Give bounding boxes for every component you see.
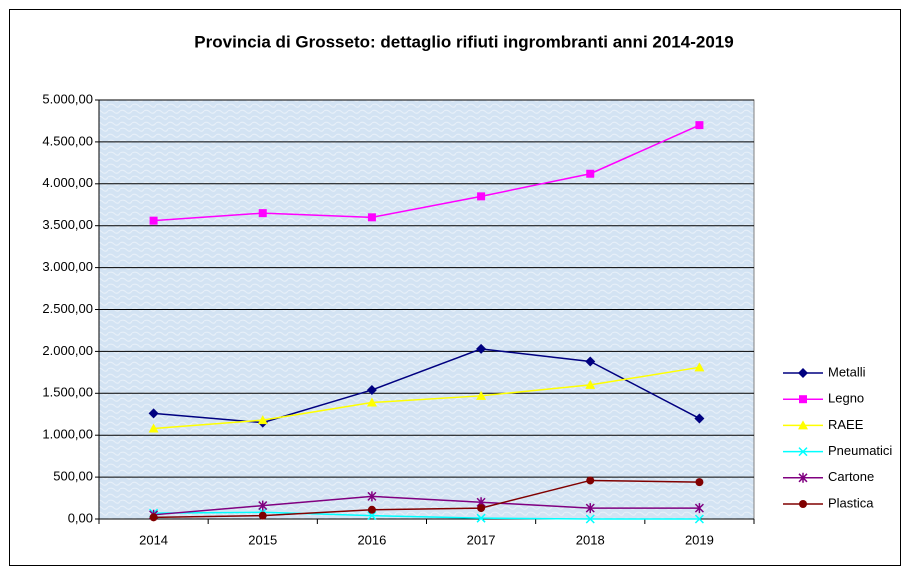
data-point bbox=[148, 423, 159, 433]
legend-label: Plastica bbox=[828, 495, 874, 510]
data-point bbox=[366, 397, 377, 407]
x-tick-label: 2019 bbox=[685, 532, 714, 547]
y-tick-label: 4.500,00 bbox=[42, 133, 93, 148]
data-point bbox=[149, 513, 158, 522]
data-point bbox=[585, 514, 595, 524]
x-tick-label: 2018 bbox=[576, 532, 605, 547]
y-tick-label: 2.000,00 bbox=[42, 343, 93, 358]
data-point bbox=[367, 491, 377, 502]
series-line bbox=[153, 495, 700, 516]
x-tick-label: 2015 bbox=[248, 532, 277, 547]
data-point bbox=[694, 413, 705, 424]
y-tick-label: 1.500,00 bbox=[42, 385, 93, 400]
chart-title: Provincia di Grosseto: dettaglio rifiuti… bbox=[194, 32, 733, 51]
series-line bbox=[153, 479, 700, 519]
y-tick-label: 2.500,00 bbox=[42, 301, 93, 316]
legend-marker bbox=[798, 420, 808, 430]
data-point bbox=[695, 121, 704, 130]
data-point bbox=[367, 505, 376, 514]
data-point bbox=[695, 478, 704, 487]
data-point bbox=[257, 415, 268, 425]
data-point bbox=[476, 343, 487, 354]
y-tick-label: 5.000,00 bbox=[42, 91, 93, 106]
data-point bbox=[258, 500, 268, 511]
legend-marker bbox=[799, 395, 807, 404]
legend-label: Metalli bbox=[828, 364, 866, 379]
data-point bbox=[476, 513, 486, 523]
y-tick-label: 3.000,00 bbox=[42, 259, 93, 274]
data-point bbox=[585, 503, 595, 514]
legend-label: Legno bbox=[828, 391, 864, 406]
y-tick-label: 1.000,00 bbox=[42, 427, 93, 442]
data-point bbox=[149, 216, 158, 225]
data-point bbox=[586, 169, 595, 178]
data-point bbox=[586, 476, 595, 485]
legend-label: Cartone bbox=[828, 469, 874, 484]
legend-marker bbox=[798, 447, 808, 457]
data-point bbox=[258, 511, 267, 520]
y-tick-label: 0,00 bbox=[68, 510, 93, 525]
x-tick-label: 2017 bbox=[467, 532, 496, 547]
legend-marker bbox=[798, 368, 808, 378]
legend-label: Pneumatici bbox=[828, 443, 892, 458]
data-point bbox=[367, 213, 376, 222]
legend-label: RAEE bbox=[828, 417, 864, 432]
data-point bbox=[694, 503, 704, 514]
legend-marker bbox=[799, 500, 807, 508]
x-tick-label: 2014 bbox=[139, 532, 168, 547]
series-line bbox=[153, 511, 700, 520]
data-point bbox=[694, 514, 704, 524]
data-point bbox=[585, 379, 596, 389]
data-point bbox=[477, 504, 486, 513]
y-tick-label: 500,00 bbox=[53, 469, 93, 484]
y-tick-label: 4.000,00 bbox=[42, 175, 93, 190]
data-point bbox=[694, 362, 705, 372]
data-point bbox=[366, 384, 377, 395]
data-point bbox=[148, 408, 159, 419]
series-line bbox=[153, 366, 700, 430]
data-point bbox=[258, 209, 267, 218]
legend-marker bbox=[798, 472, 808, 483]
data-point bbox=[477, 192, 486, 201]
data-point bbox=[476, 390, 487, 400]
y-tick-label: 3.500,00 bbox=[42, 217, 93, 232]
data-point bbox=[367, 511, 377, 521]
series-line bbox=[153, 124, 700, 222]
data-point bbox=[585, 356, 596, 367]
x-tick-label: 2016 bbox=[357, 532, 386, 547]
